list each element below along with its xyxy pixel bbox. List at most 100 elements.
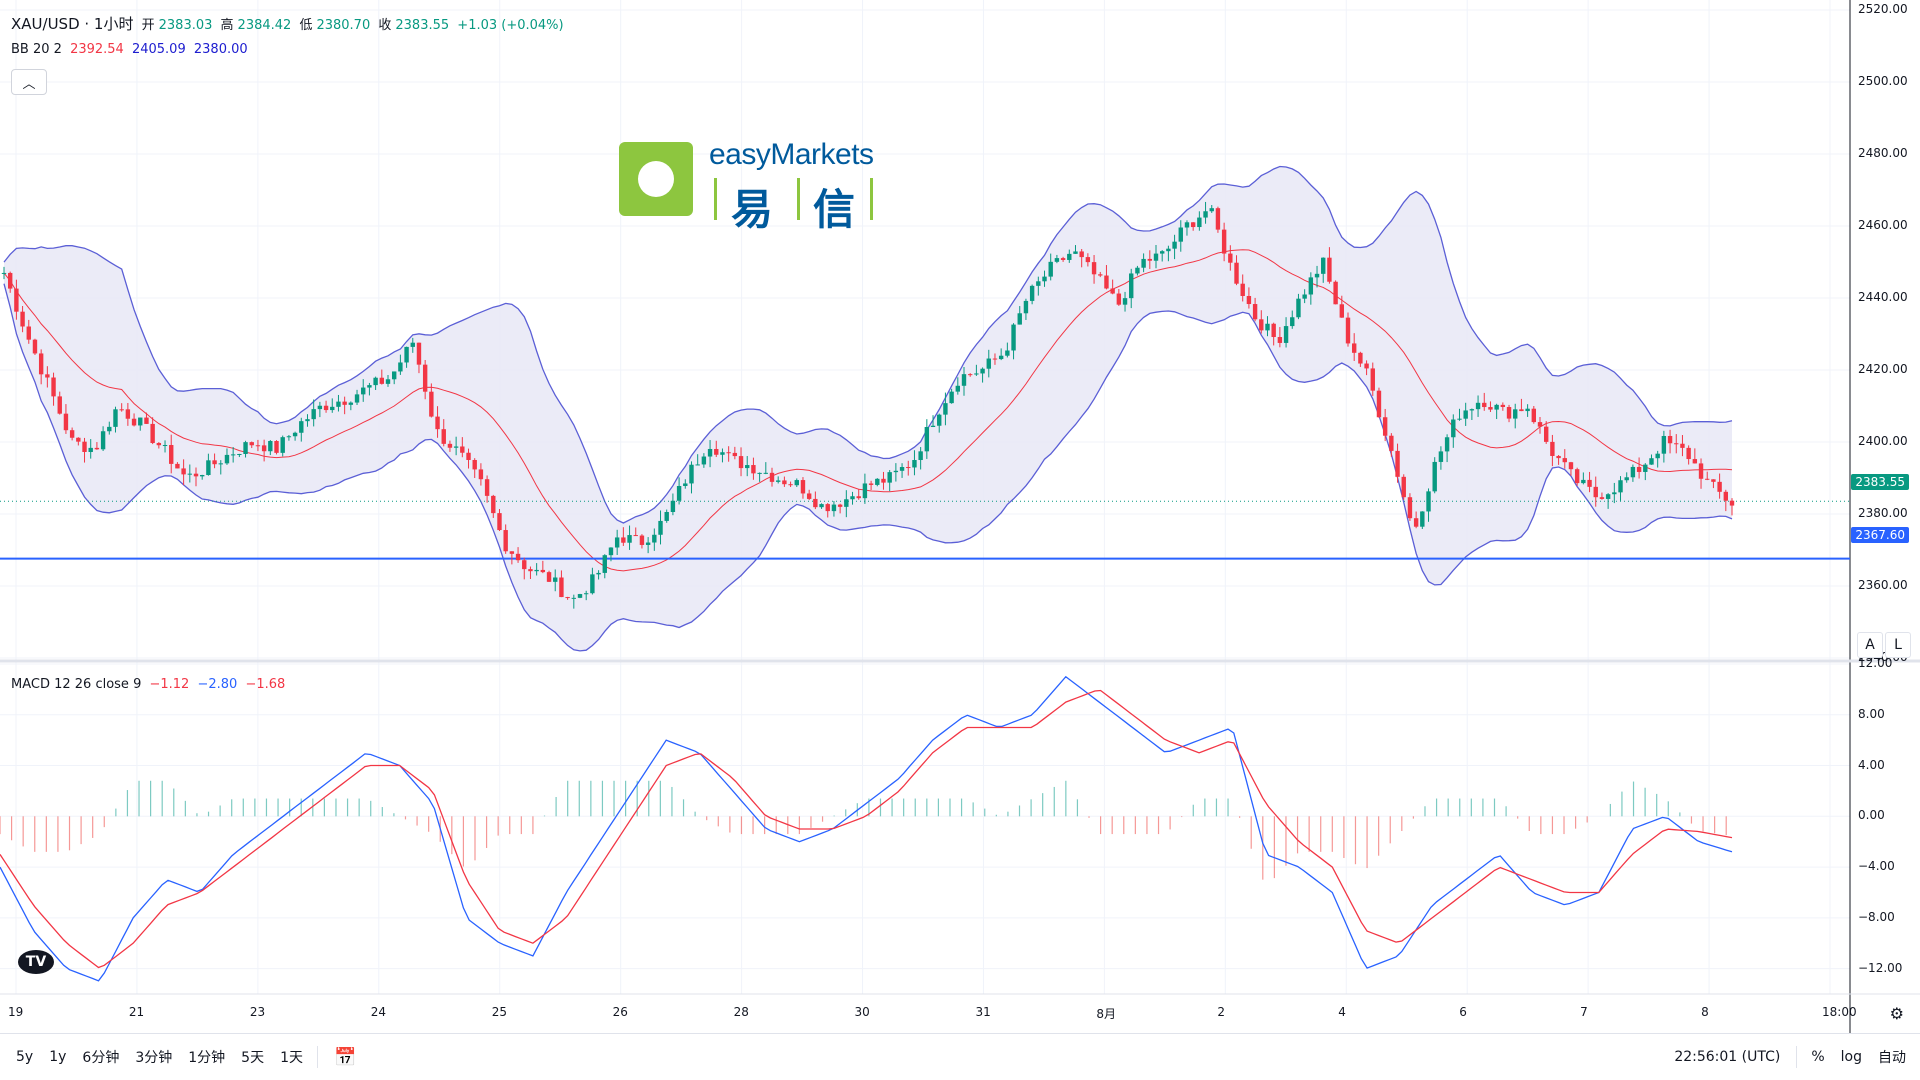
hline-price-tag: 2367.60 bbox=[1851, 527, 1909, 543]
candle-body bbox=[76, 437, 81, 442]
candle-body bbox=[930, 425, 936, 428]
candle-body bbox=[472, 459, 477, 470]
candle-body bbox=[453, 446, 459, 448]
candle-body bbox=[868, 483, 874, 485]
log-scale-button[interactable]: L bbox=[1885, 632, 1911, 658]
candle-body bbox=[503, 530, 508, 552]
range-3min-button[interactable]: 3分钟 bbox=[135, 1050, 173, 1066]
log-toggle[interactable]: log bbox=[1840, 1049, 1862, 1065]
range-1min-button[interactable]: 1分钟 bbox=[188, 1050, 226, 1066]
candle-body bbox=[1605, 494, 1611, 499]
candle-body bbox=[1116, 293, 1122, 305]
candle-body bbox=[844, 499, 849, 507]
candle-body bbox=[788, 484, 793, 486]
bottom-toolbar: 5y 1y 6分钟 3分钟 1分钟 5天 1天 📅 22:56:01 (UTC)… bbox=[0, 1033, 1920, 1080]
tradingview-logo-icon[interactable]: TV bbox=[18, 950, 54, 974]
candle-body bbox=[1166, 248, 1171, 252]
candle-body bbox=[546, 572, 552, 582]
candle-body bbox=[1246, 295, 1252, 305]
macd-axis-label: 8.00 bbox=[1858, 706, 1885, 721]
candle-body bbox=[1252, 304, 1258, 320]
candle-body bbox=[100, 431, 106, 450]
price-axis-label: 2460.00 bbox=[1858, 218, 1908, 232]
candle-body bbox=[1556, 455, 1561, 459]
candle-body bbox=[1122, 298, 1128, 305]
candle-body bbox=[1314, 273, 1320, 278]
range-1y-button[interactable]: 1y bbox=[49, 1049, 67, 1065]
candle-body bbox=[856, 496, 861, 499]
candle-body bbox=[707, 448, 713, 457]
bb-legend[interactable]: BB 20 2 2392.54 2405.09 2380.00 bbox=[11, 42, 252, 57]
range-1d-button[interactable]: 1天 bbox=[280, 1050, 304, 1066]
candle-body bbox=[701, 456, 707, 465]
macd-name[interactable]: MACD 12 26 close 9 bbox=[11, 677, 142, 692]
candle-body bbox=[565, 597, 570, 599]
price-chart[interactable] bbox=[0, 0, 1920, 1034]
candle-body bbox=[627, 535, 632, 543]
candle-body bbox=[38, 353, 44, 375]
range-5d-button[interactable]: 5天 bbox=[241, 1050, 265, 1066]
candle-body bbox=[1104, 275, 1109, 289]
macd-line bbox=[0, 675, 1733, 982]
candle-body bbox=[1401, 476, 1406, 498]
candle-body bbox=[330, 406, 335, 411]
candle-body bbox=[1438, 451, 1444, 462]
candle-body bbox=[497, 513, 502, 531]
bb-name[interactable]: BB 20 2 bbox=[11, 42, 62, 57]
last-price-tag: 2383.55 bbox=[1851, 474, 1909, 490]
macd-legend[interactable]: MACD 12 26 close 9 −1.12 −2.80 −1.68 bbox=[11, 677, 289, 692]
candle-body bbox=[1680, 443, 1685, 448]
candle-body bbox=[1098, 274, 1103, 276]
candle-body bbox=[1562, 458, 1567, 463]
symbol-title[interactable]: XAU/USD · 1小时 bbox=[11, 15, 134, 33]
macd-signal-value: −1.68 bbox=[245, 677, 286, 692]
candle-body bbox=[1500, 404, 1506, 408]
percent-toggle[interactable]: % bbox=[1811, 1049, 1825, 1065]
range-6min-button[interactable]: 6分钟 bbox=[82, 1050, 120, 1066]
auto-scale-button[interactable]: A bbox=[1857, 632, 1883, 658]
candle-body bbox=[1519, 409, 1524, 412]
candle-body bbox=[614, 537, 620, 548]
candle-body bbox=[274, 440, 279, 453]
candle-body bbox=[602, 555, 607, 573]
candle-body bbox=[875, 478, 880, 485]
candle-body bbox=[199, 475, 205, 477]
candle-body bbox=[1147, 258, 1153, 261]
candle-body bbox=[94, 447, 100, 450]
candle-body bbox=[757, 472, 762, 474]
candle-body bbox=[967, 374, 973, 376]
candle-body bbox=[596, 572, 601, 575]
candle-body bbox=[404, 346, 409, 363]
time-axis-label: 28 bbox=[733, 1005, 749, 1019]
candle-body bbox=[1506, 407, 1512, 419]
candle-body bbox=[509, 551, 515, 554]
logo-mark-icon bbox=[619, 142, 693, 216]
candle-body bbox=[1079, 251, 1084, 258]
symbol-legend[interactable]: XAU/USD · 1小时 开 2383.03 高 2384.42 低 2380.70… bbox=[11, 13, 572, 34]
candle-body bbox=[305, 419, 310, 422]
candle-body bbox=[1376, 390, 1382, 418]
collapse-legend-button[interactable]: ︿ bbox=[11, 69, 47, 95]
candle-body bbox=[1581, 479, 1586, 484]
candle-body bbox=[639, 535, 645, 545]
time-axis-label: 26 bbox=[612, 1005, 628, 1019]
candle-body bbox=[1296, 298, 1301, 318]
auto-toggle[interactable]: 自动 bbox=[1878, 1050, 1906, 1066]
settings-gear-icon[interactable]: ⚙ bbox=[1889, 1004, 1904, 1023]
candle-body bbox=[937, 414, 942, 426]
candle-body bbox=[57, 396, 62, 414]
candle-body bbox=[1265, 323, 1270, 331]
candle-body bbox=[633, 535, 638, 537]
candle-body bbox=[460, 446, 465, 453]
candle-body bbox=[131, 418, 137, 426]
candle-body bbox=[162, 445, 168, 447]
macd-axis-label: −4.00 bbox=[1858, 859, 1895, 874]
range-5y-button[interactable]: 5y bbox=[16, 1049, 34, 1065]
utc-clock[interactable]: 22:56:01 (UTC) bbox=[1674, 1049, 1781, 1065]
candle-body bbox=[1382, 417, 1388, 436]
candle-body bbox=[1060, 258, 1066, 260]
candle-body bbox=[782, 480, 787, 485]
candle-body bbox=[577, 594, 583, 598]
calendar-range-icon[interactable]: 📅 bbox=[334, 1046, 357, 1068]
high-value: 2384.42 bbox=[237, 18, 292, 33]
